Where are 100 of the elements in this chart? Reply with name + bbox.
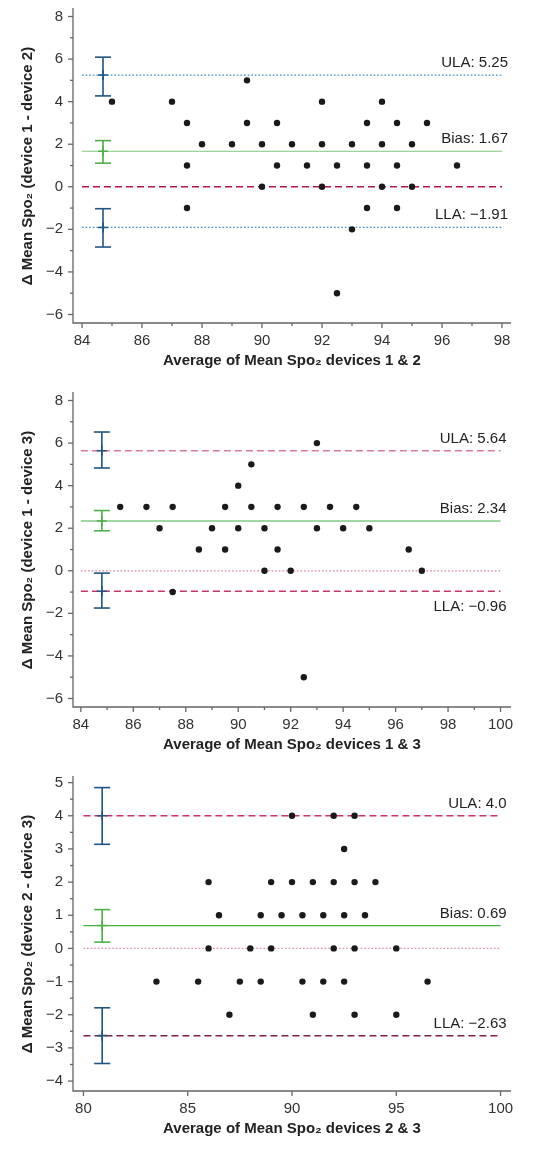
point	[247, 945, 254, 952]
ref-line-label: LLA: −2.63	[433, 1013, 507, 1031]
y-tick-label: −2	[45, 603, 63, 621]
ref-line-label: LLA: −1.91	[435, 205, 508, 223]
point	[221, 546, 229, 553]
y-tick-label: −4	[45, 1071, 63, 1089]
point	[278, 912, 285, 919]
point	[318, 183, 326, 190]
y-tick-label: 8	[54, 6, 63, 24]
point	[299, 978, 306, 985]
point	[183, 204, 191, 212]
x-tick-label: 94	[334, 715, 352, 733]
point	[423, 119, 431, 127]
x-tick-label: 80	[75, 1099, 92, 1117]
point	[287, 567, 294, 574]
x-axis-title: Average of Mean Spo₂ devices 2 & 3	[162, 1119, 422, 1138]
y-tick-label: 4	[54, 91, 63, 109]
point	[348, 141, 356, 148]
point	[117, 503, 124, 511]
y-tick-label: −4	[45, 262, 63, 280]
point	[261, 525, 268, 532]
y-tick-label: −1	[45, 971, 63, 989]
point	[183, 162, 191, 169]
ref-line-label: ULA: 4.0	[448, 793, 507, 811]
x-tick-label: 95	[387, 1099, 405, 1117]
point	[168, 98, 176, 105]
point	[313, 525, 321, 532]
point	[408, 183, 416, 190]
x-tick-label: 96	[387, 715, 404, 733]
point	[330, 878, 337, 886]
point	[169, 503, 176, 511]
y-tick-label: 0	[54, 938, 63, 956]
point	[258, 141, 266, 148]
point	[300, 503, 307, 511]
x-tick-label: 84	[72, 715, 90, 733]
point	[243, 77, 251, 84]
point	[169, 588, 176, 596]
point	[378, 98, 386, 105]
point	[340, 845, 348, 853]
y-tick-label: −3	[45, 1038, 63, 1056]
point	[235, 482, 242, 489]
point	[333, 290, 341, 297]
point	[408, 141, 416, 148]
x-tick-label: 90	[253, 331, 271, 349]
ref-line-label: LLA: −0.96	[433, 596, 507, 614]
point	[372, 878, 379, 886]
point	[309, 1011, 317, 1018]
point	[405, 546, 412, 553]
x-tick-label: 98	[493, 331, 511, 349]
x-axis-title: Average of Mean Spo₂ devices 1 & 2	[162, 351, 422, 370]
x-tick-label: 85	[179, 1099, 197, 1117]
point	[273, 119, 281, 127]
y-tick-label: 6	[54, 49, 63, 67]
point	[320, 978, 327, 985]
y-tick-label: 2	[54, 134, 63, 152]
y-tick-label: −2	[45, 1004, 63, 1022]
point	[453, 162, 461, 169]
x-tick-label: 88	[193, 331, 211, 349]
y-axis-title: Δ Mean Spo₂ (device 2 - device 3)	[18, 813, 36, 1055]
point	[194, 978, 202, 985]
point	[318, 98, 326, 105]
point	[235, 525, 242, 532]
x-tick-label: 84	[73, 331, 91, 349]
point	[205, 945, 212, 952]
point	[221, 503, 229, 511]
y-tick-label: −6	[45, 688, 63, 706]
point	[243, 119, 251, 127]
x-tick-label: 92	[313, 331, 331, 349]
y-tick-label: −4	[45, 646, 63, 664]
y-tick-label: 3	[54, 839, 63, 857]
point	[274, 546, 281, 553]
point	[333, 162, 341, 169]
point	[288, 141, 296, 148]
y-tick-label: 4	[54, 805, 63, 823]
point	[153, 978, 160, 985]
y-tick-label: 0	[54, 176, 63, 194]
point	[330, 812, 337, 819]
y-tick-label: 1	[54, 905, 63, 923]
y-axis-title: Δ Mean Spo₂ (device 1 - device 3)	[18, 429, 36, 671]
x-axis-title: Average of Mean Spo₂ devices 1 & 3	[162, 735, 422, 754]
x-tick-label: 86	[124, 715, 142, 733]
point	[215, 912, 223, 919]
point	[309, 878, 317, 886]
x-tick-label: 92	[282, 715, 300, 733]
point	[205, 878, 212, 886]
point	[361, 912, 369, 919]
x-tick-label: 96	[433, 331, 451, 349]
point	[378, 183, 386, 190]
point	[288, 812, 296, 819]
y-tick-label: 5	[54, 772, 63, 790]
point	[363, 204, 371, 212]
point	[248, 461, 255, 468]
point	[313, 439, 321, 447]
point	[393, 204, 401, 212]
point	[393, 119, 401, 127]
y-tick-label: −6	[45, 304, 63, 322]
point	[299, 912, 306, 919]
point	[273, 162, 281, 169]
point	[208, 525, 216, 532]
point	[258, 183, 266, 190]
